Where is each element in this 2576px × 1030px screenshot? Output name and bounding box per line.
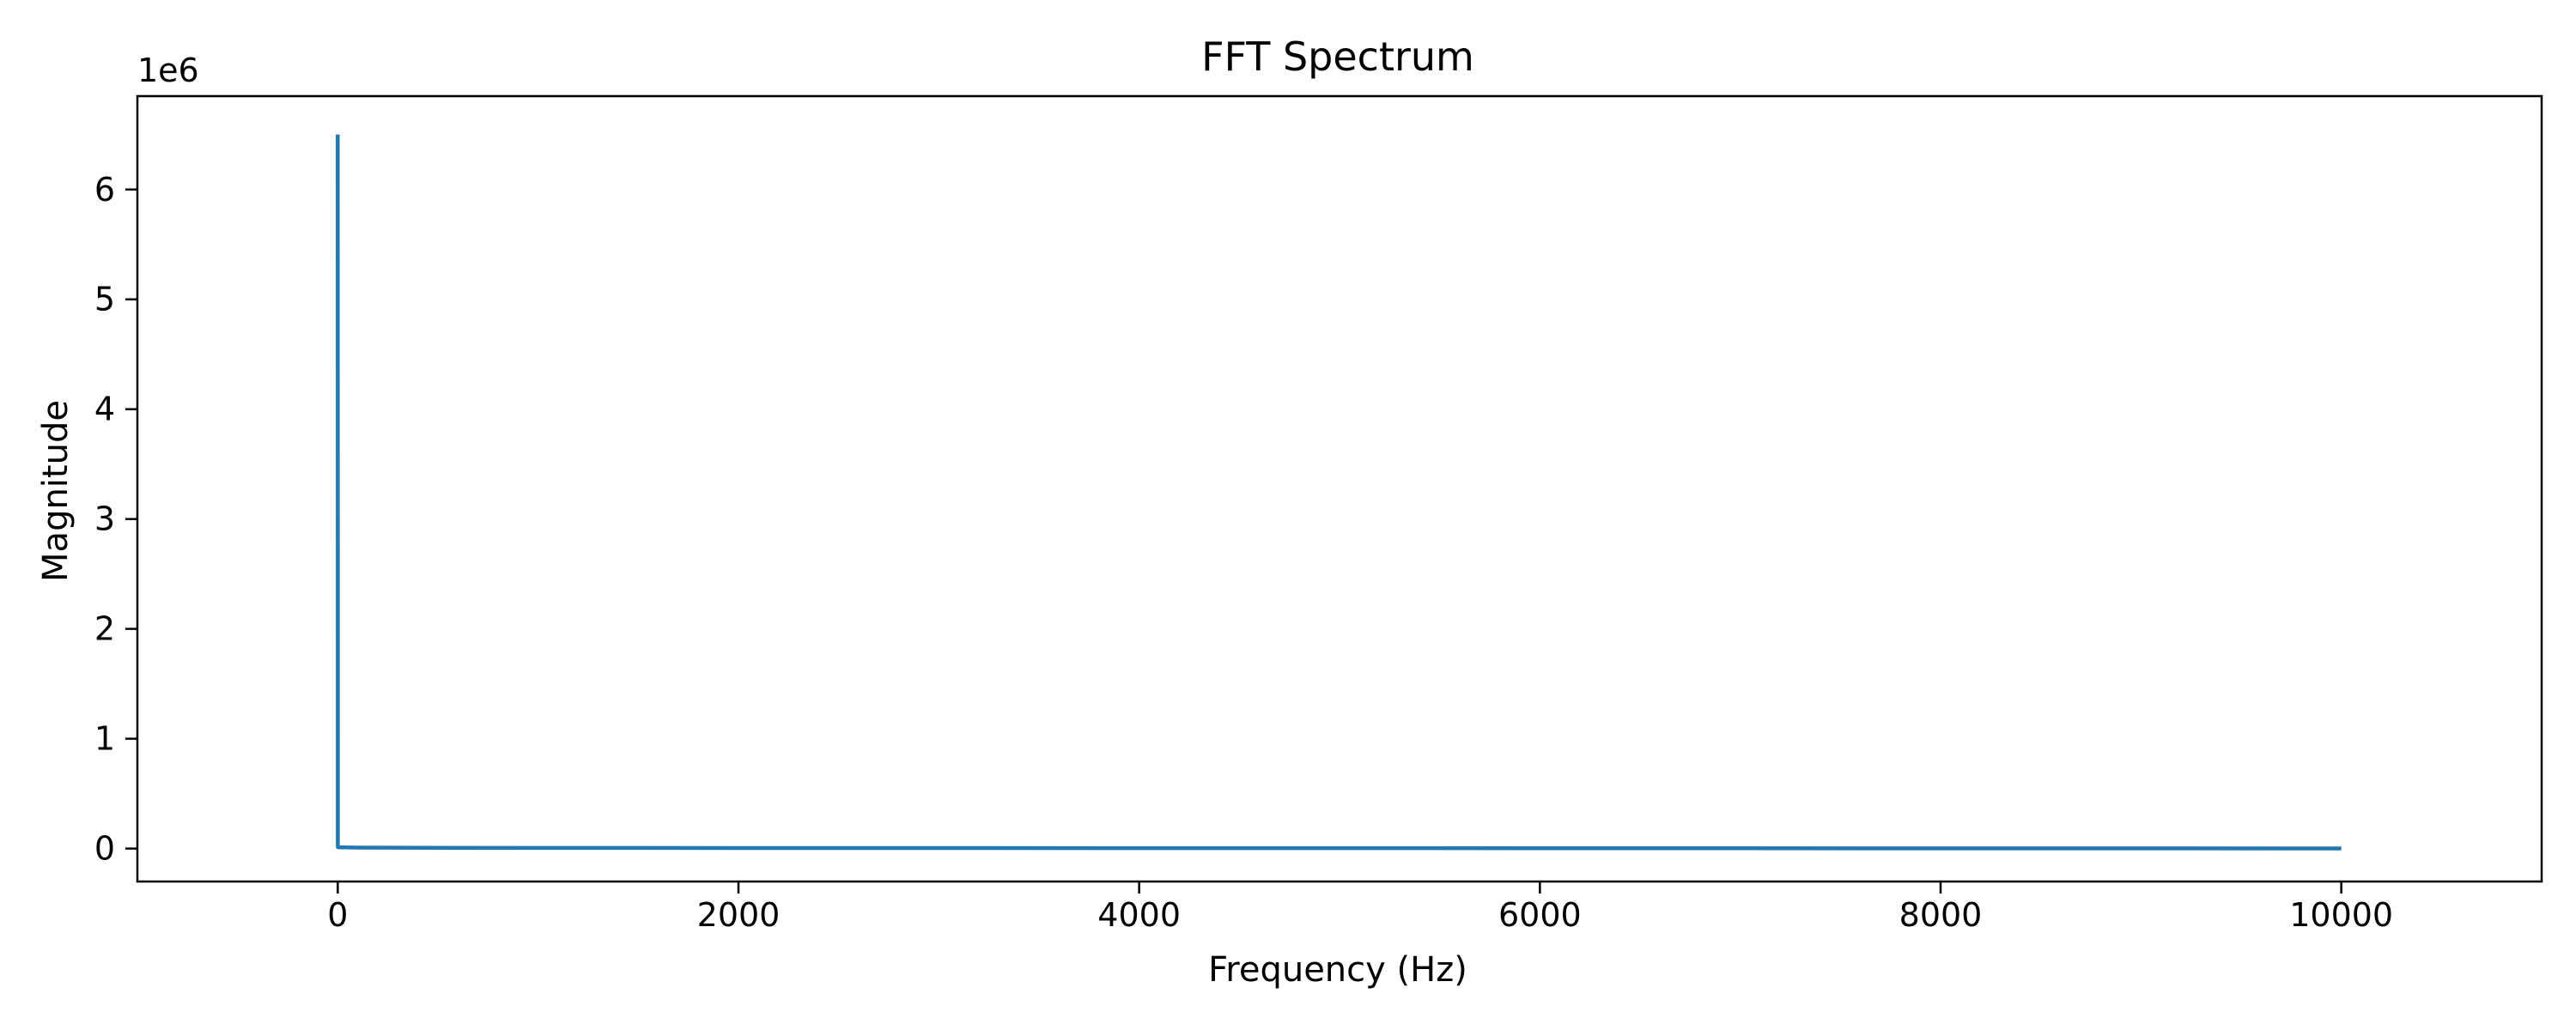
x-axis-label: Frequency (Hz) (1208, 950, 1467, 990)
y-tick-label: 3 (94, 500, 115, 538)
y-tick-label: 6 (94, 171, 115, 209)
chart-title: FFT Spectrum (1201, 33, 1474, 80)
x-tick-label: 4000 (1097, 896, 1181, 934)
x-tick-label: 8000 (1899, 896, 1983, 934)
plot-area (336, 134, 2342, 851)
series-line (336, 134, 2342, 851)
y-tick-label: 2 (94, 610, 115, 648)
y-axis: 0 1 2 3 4 5 6 (94, 171, 137, 868)
y-tick-label: 5 (94, 281, 115, 318)
x-tick-label: 6000 (1498, 896, 1582, 934)
y-axis-label: Magnitude (36, 400, 76, 582)
x-axis: 0 2000 4000 6000 8000 10000 (327, 882, 2393, 934)
y-tick-label: 1 (94, 720, 115, 758)
y-tick-label: 4 (94, 391, 115, 428)
y-axis-offset-label: 1e6 (137, 52, 199, 89)
plot-area-frame (136, 94, 2543, 883)
x-tick-label: 0 (327, 896, 348, 934)
x-tick-label: 10000 (2289, 896, 2393, 934)
x-tick-label: 2000 (697, 896, 781, 934)
y-tick-label: 0 (94, 830, 115, 868)
